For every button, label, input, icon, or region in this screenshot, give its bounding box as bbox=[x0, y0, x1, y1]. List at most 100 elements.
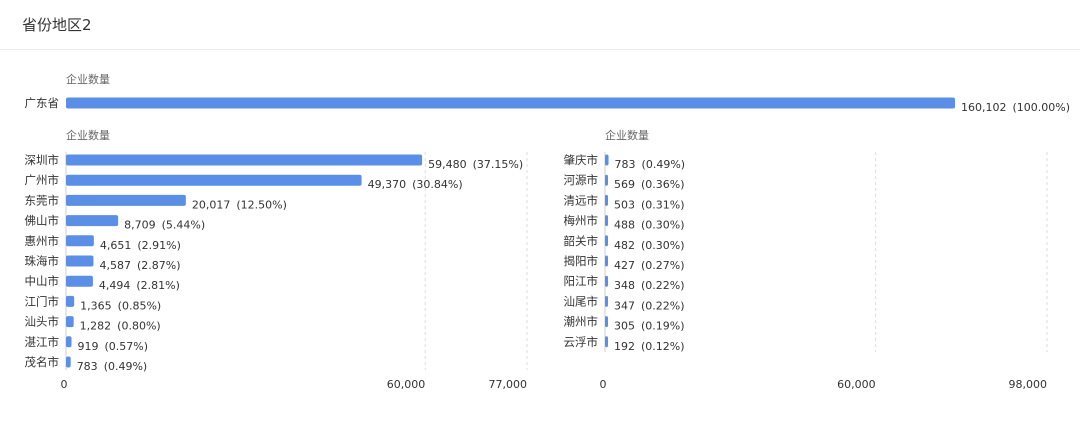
data-label-value: 1,365 bbox=[80, 299, 112, 312]
data-label-value: 482 bbox=[614, 239, 635, 252]
chart-2: 企业数量 0 60,000 77,000 深圳市 59,480 (37.15%) 广州市 49,… bbox=[25, 128, 528, 391]
measure-label: 企业数量 bbox=[66, 128, 110, 142]
data-label-percent: (0.49%) bbox=[642, 158, 686, 171]
chart-3: 企业数量 0 60,000 98,000 肇庆市 783 (0.49%) 河源市 569 (0.3… bbox=[564, 128, 1048, 391]
data-label-value: 4,651 bbox=[100, 239, 132, 252]
category-label: 珠海市 bbox=[25, 254, 60, 268]
data-label-percent: (0.30%) bbox=[641, 239, 685, 252]
bar[interactable] bbox=[605, 235, 608, 247]
measure-label: 企业数量 bbox=[66, 72, 110, 86]
data-label-value: 783 bbox=[77, 360, 98, 373]
data-label-percent: (12.50%) bbox=[236, 198, 287, 211]
bar[interactable] bbox=[605, 295, 608, 307]
data-label: 59,480 (37.15%) bbox=[428, 158, 523, 171]
category-label: 清远市 bbox=[564, 193, 599, 207]
data-label: 348 (0.22%) bbox=[614, 279, 685, 292]
bar[interactable] bbox=[605, 194, 608, 206]
bar[interactable] bbox=[66, 194, 186, 206]
bar[interactable] bbox=[66, 295, 75, 307]
x-tick-label: 60,000 bbox=[387, 378, 426, 391]
data-label-value: 783 bbox=[615, 158, 636, 171]
data-label-value: 347 bbox=[614, 299, 635, 312]
category-label: 江门市 bbox=[25, 294, 60, 308]
data-label-percent: (5.44%) bbox=[162, 219, 206, 232]
x-tick-label: 0 bbox=[61, 378, 68, 391]
bar[interactable] bbox=[605, 215, 608, 227]
bar[interactable] bbox=[605, 154, 609, 166]
data-label-percent: (0.19%) bbox=[641, 320, 685, 333]
data-label: 919 (0.57%) bbox=[78, 340, 149, 353]
data-label-value: 569 bbox=[614, 178, 635, 191]
category-label: 深圳市 bbox=[25, 153, 60, 167]
data-label-percent: (0.80%) bbox=[117, 320, 161, 333]
category-label: 湛江市 bbox=[25, 335, 60, 349]
data-label: 1,365 (0.85%) bbox=[80, 299, 161, 312]
category-label: 广州市 bbox=[25, 173, 60, 187]
data-label-value: 8,709 bbox=[124, 219, 156, 232]
bar[interactable] bbox=[66, 316, 74, 328]
data-label: 427 (0.27%) bbox=[614, 259, 685, 272]
x-tick-label: 77,000 bbox=[489, 378, 528, 391]
bar[interactable] bbox=[605, 255, 608, 267]
data-label: 160,102 (100.00%) bbox=[961, 101, 1070, 114]
data-label-value: 488 bbox=[614, 219, 635, 232]
category-label: 汕头市 bbox=[25, 315, 60, 329]
data-label: 569 (0.36%) bbox=[614, 178, 685, 191]
bar[interactable] bbox=[66, 336, 72, 348]
data-label: 503 (0.31%) bbox=[614, 198, 685, 211]
data-label-value: 919 bbox=[78, 340, 99, 353]
bar[interactable] bbox=[66, 215, 119, 227]
bar[interactable] bbox=[66, 97, 955, 109]
data-label-percent: (2.91%) bbox=[137, 239, 181, 252]
data-label-percent: (37.15%) bbox=[473, 158, 524, 171]
data-label-value: 49,370 bbox=[368, 178, 407, 191]
data-label-value: 4,587 bbox=[99, 259, 131, 272]
data-label-percent: (0.57%) bbox=[105, 340, 149, 353]
data-label-value: 160,102 bbox=[961, 101, 1007, 114]
bar[interactable] bbox=[605, 275, 608, 287]
bar[interactable] bbox=[605, 174, 608, 186]
bar[interactable] bbox=[66, 235, 94, 247]
data-label-percent: (100.00%) bbox=[1013, 101, 1071, 114]
data-label: 488 (0.30%) bbox=[614, 219, 685, 232]
data-label-percent: (0.22%) bbox=[641, 279, 685, 292]
data-label: 20,017 (12.50%) bbox=[192, 198, 287, 211]
header: 省份地区2 bbox=[0, 0, 1080, 50]
data-label-percent: (0.12%) bbox=[641, 340, 685, 353]
x-tick-label: 0 bbox=[600, 378, 607, 391]
category-label: 佛山市 bbox=[25, 214, 60, 228]
data-label-value: 4,494 bbox=[99, 279, 131, 292]
data-label: 783 (0.49%) bbox=[615, 158, 686, 171]
data-label: 305 (0.19%) bbox=[614, 320, 685, 333]
bar[interactable] bbox=[66, 154, 423, 166]
bar[interactable] bbox=[66, 255, 94, 267]
bar[interactable] bbox=[605, 336, 608, 348]
data-label: 347 (0.22%) bbox=[614, 299, 685, 312]
data-label-percent: (0.31%) bbox=[641, 198, 685, 211]
bar[interactable] bbox=[605, 316, 608, 328]
bar[interactable] bbox=[66, 174, 362, 186]
category-label: 东莞市 bbox=[25, 193, 60, 207]
data-label: 4,587 (2.87%) bbox=[99, 259, 180, 272]
data-label-value: 192 bbox=[614, 340, 635, 353]
data-label-value: 503 bbox=[614, 198, 635, 211]
data-label: 192 (0.12%) bbox=[614, 340, 685, 353]
category-label: 梅州市 bbox=[564, 214, 599, 228]
category-label: 广东省 bbox=[25, 96, 60, 110]
bar[interactable] bbox=[66, 356, 71, 368]
data-label: 4,494 (2.81%) bbox=[99, 279, 180, 292]
category-label: 肇庆市 bbox=[564, 153, 599, 167]
data-label-percent: (0.36%) bbox=[641, 178, 685, 191]
x-tick-label: 60,000 bbox=[837, 378, 876, 391]
data-label-percent: (30.84%) bbox=[412, 178, 463, 191]
category-label: 茂名市 bbox=[25, 355, 60, 369]
data-label-value: 1,282 bbox=[80, 320, 112, 333]
bar[interactable] bbox=[66, 275, 93, 287]
category-label: 韶关市 bbox=[564, 234, 599, 248]
data-label: 49,370 (30.84%) bbox=[368, 178, 463, 191]
data-label: 4,651 (2.91%) bbox=[100, 239, 181, 252]
data-label-value: 59,480 bbox=[428, 158, 467, 171]
page-title: 省份地区2 bbox=[22, 16, 92, 34]
